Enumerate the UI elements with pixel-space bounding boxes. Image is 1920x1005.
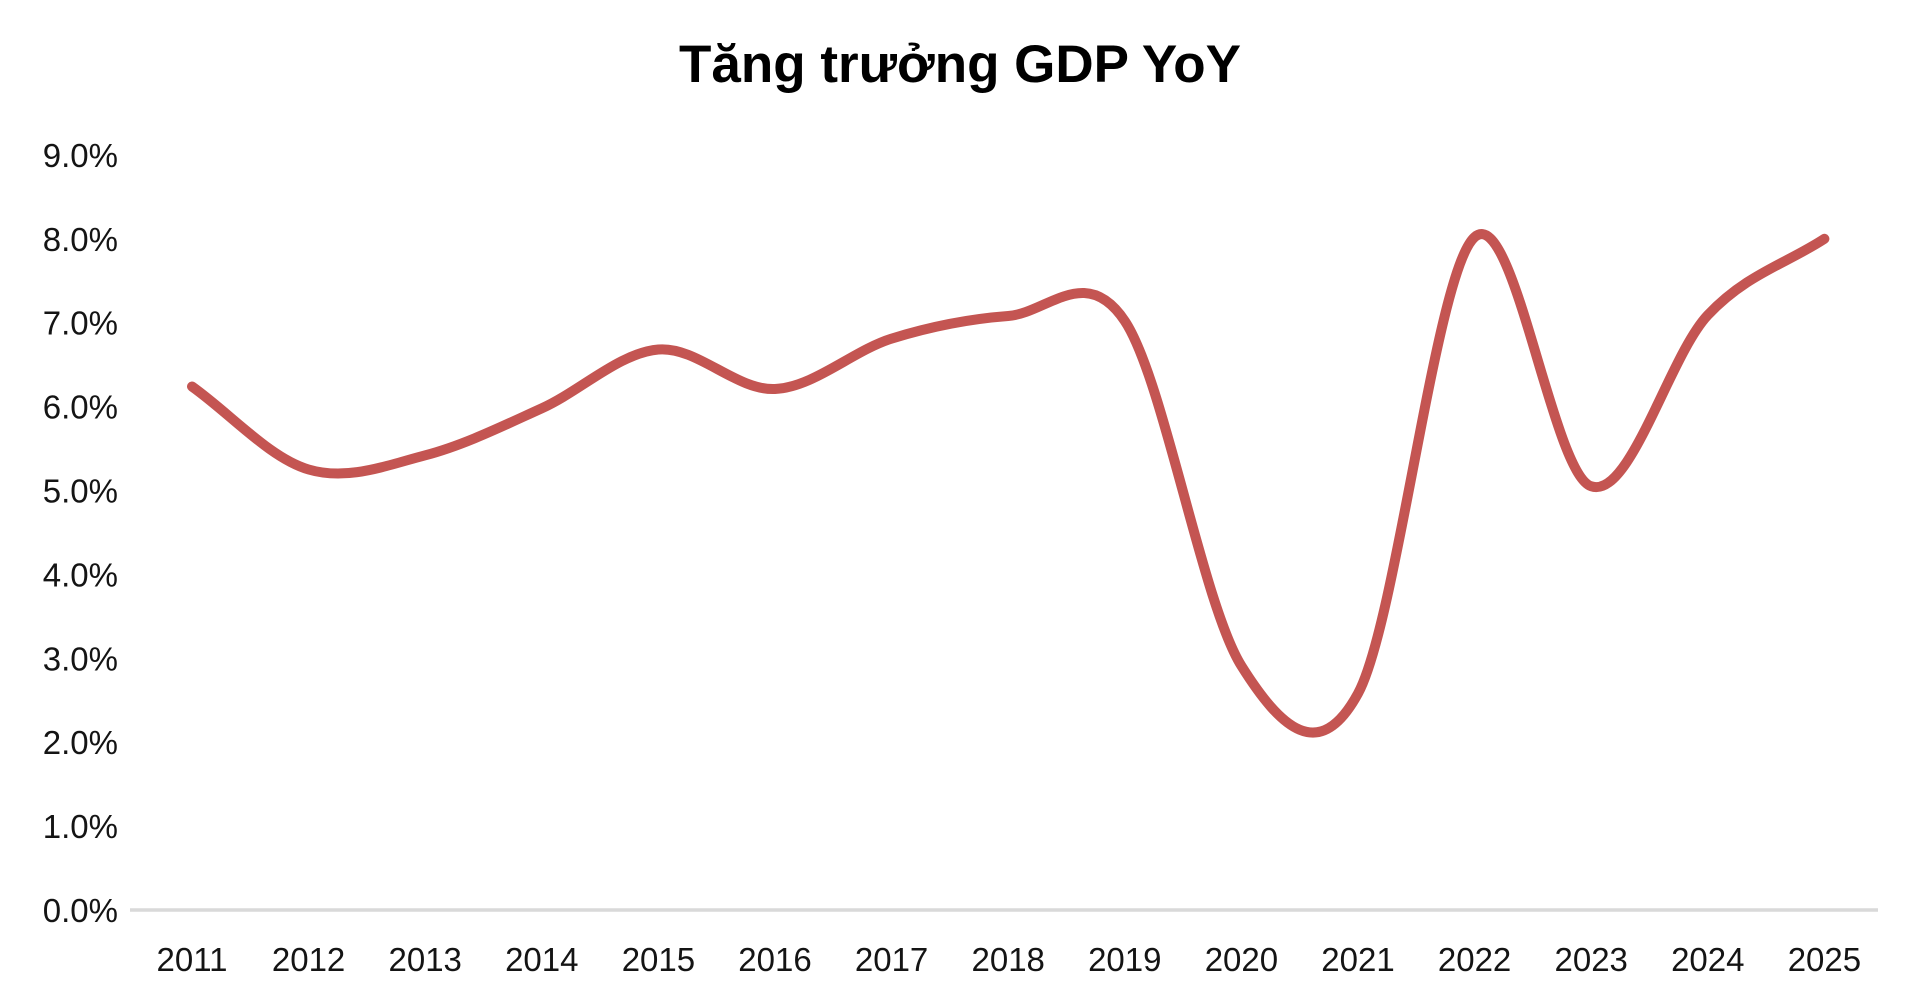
y-axis-tick-label: 6.0% [43, 389, 118, 426]
y-axis-tick-label: 5.0% [43, 473, 118, 510]
x-axis-tick-label: 2025 [1788, 941, 1861, 978]
y-axis-tick-label: 7.0% [43, 305, 118, 342]
x-axis-tick-label: 2012 [272, 941, 345, 978]
gdp-growth-line-series [187, 229, 1830, 738]
x-axis-tick-label: 2014 [505, 941, 578, 978]
y-axis-tick-label: 3.0% [43, 640, 118, 677]
y-axis-tick-label: 8.0% [43, 221, 118, 258]
x-axis-tick-label: 2013 [388, 941, 461, 978]
x-axis-tick-label: 2020 [1205, 941, 1278, 978]
y-axis-tick-label: 1.0% [43, 808, 118, 845]
x-axis-tick-label: 2017 [855, 941, 928, 978]
x-axis-tick-label: 2023 [1554, 941, 1627, 978]
y-axis-tick-label: 4.0% [43, 556, 118, 593]
y-axis-tick-label: 0.0% [43, 892, 118, 929]
y-axis-tick-label: 2.0% [43, 724, 118, 761]
chart-title: Tăng trưởng GDP YoY [679, 35, 1241, 94]
x-axis-tick-label: 2024 [1671, 941, 1744, 978]
x-axis-tick-label: 2021 [1321, 941, 1394, 978]
x-axis-tick-label: 2011 [157, 941, 228, 978]
x-axis-tick-label: 2015 [622, 941, 695, 978]
x-axis-tick-label: 2016 [738, 941, 811, 978]
x-axis-tick-label: 2019 [1088, 941, 1161, 978]
x-axis-tick-label: 2018 [971, 941, 1044, 978]
y-axis-tick-label: 9.0% [43, 137, 118, 174]
x-axis-tick-label: 2022 [1438, 941, 1511, 978]
